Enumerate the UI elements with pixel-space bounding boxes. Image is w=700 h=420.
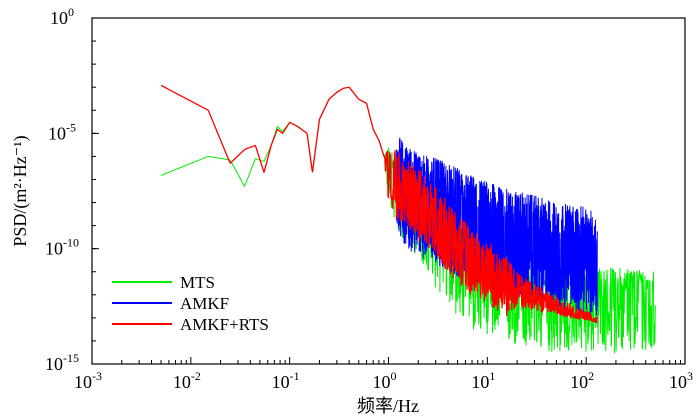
x-axis-title: 频率/Hz [357, 396, 419, 416]
series-layer [160, 84, 656, 354]
series-line [160, 84, 598, 324]
x-tick-label: 103 [669, 369, 693, 392]
legend-label: AMKF [180, 294, 229, 313]
x-tick-label: 10-2 [173, 369, 201, 392]
y-tick-label: 10-10 [45, 236, 79, 259]
y-tick-label: 100 [50, 5, 74, 28]
x-tick-label: 102 [570, 369, 594, 392]
legend-label: AMKF+RTS [180, 315, 269, 334]
y-tick-label: 10-15 [45, 351, 79, 374]
y-tick-label: 10-5 [48, 120, 76, 143]
y-axis: 10-15 10-10 10-5 100 [45, 5, 99, 374]
legend: MTS AMKF AMKF+RTS [112, 273, 269, 334]
y-axis-title: PSD/(m²·Hz⁻¹) [10, 135, 31, 246]
x-tick-label: 10-1 [272, 369, 300, 392]
x-tick-label: 101 [471, 369, 495, 392]
series-line [395, 137, 598, 316]
x-axis: 10-3 10-2 10-1 100 101 102 103 [74, 357, 693, 392]
series-amkf-rts [160, 84, 598, 324]
x-tick-label: 10-3 [74, 369, 102, 392]
series-amkf [395, 137, 598, 316]
x-tick-label: 100 [373, 369, 397, 392]
legend-label: MTS [180, 273, 215, 292]
